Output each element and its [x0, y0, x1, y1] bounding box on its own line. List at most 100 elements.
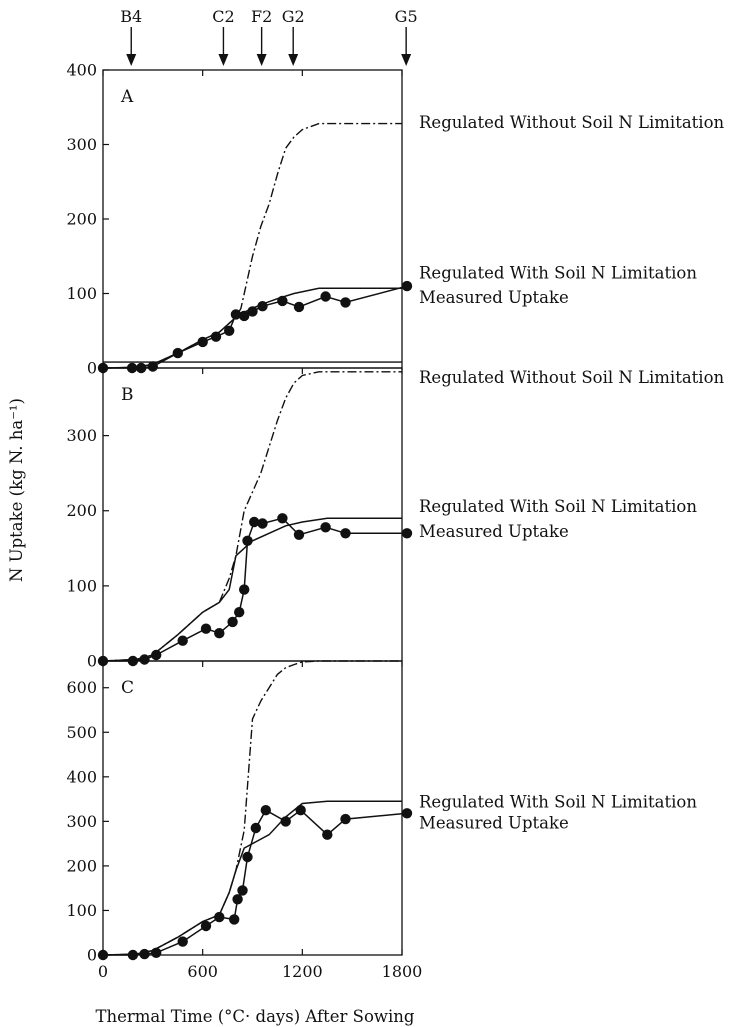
data-point — [177, 635, 188, 646]
y-tick-label: 600 — [66, 678, 97, 697]
data-point — [340, 528, 351, 539]
y-tick-label: 300 — [66, 812, 97, 831]
panel-letter: C — [121, 678, 134, 698]
panel-letter: B — [121, 385, 134, 405]
data-point — [210, 331, 222, 342]
y-tick-label: 0 — [87, 652, 97, 671]
data-point — [249, 516, 260, 528]
arrow-down-icon — [288, 54, 299, 66]
y-axis-title: N Uptake (kg N. ha⁻¹) — [7, 398, 26, 582]
series-annotation: Regulated With Soil N Limitation — [419, 792, 697, 811]
data-point — [340, 813, 351, 825]
data-point — [260, 805, 271, 816]
data-point — [242, 851, 253, 863]
stage-f2: F2 — [251, 7, 272, 66]
data-point — [237, 885, 248, 896]
stage-g5: G5 — [395, 7, 418, 66]
panel-c: C 0 100 200 300 400 500 600 — [66, 660, 413, 965]
series-line-without-limitation — [102, 122, 402, 369]
data-point — [214, 911, 225, 923]
stage-label: G2 — [282, 7, 305, 26]
data-point — [214, 628, 225, 639]
stage-label: G5 — [395, 7, 418, 26]
stage-label: C2 — [212, 7, 234, 26]
series-annotation: Regulated With Soil N Limitation — [419, 497, 697, 516]
data-point — [277, 513, 288, 524]
series-annotation: Measured Uptake — [419, 522, 569, 541]
series-annotations: Regulated Without Soil N Limitation Regul… — [419, 113, 725, 832]
y-tick-label: 0 — [87, 946, 97, 965]
panel-frame — [102, 69, 403, 369]
panel-b: B 0 100 200 300 — [66, 367, 413, 671]
data-point — [401, 280, 413, 292]
series-line-with-limitation — [102, 517, 402, 662]
data-point — [200, 623, 212, 634]
data-point — [247, 306, 258, 317]
data-point — [340, 297, 351, 308]
data-point — [177, 936, 188, 947]
series-line-without-limitation — [102, 660, 402, 956]
stage-label: B4 — [120, 7, 142, 26]
data-point — [250, 822, 261, 834]
data-point — [224, 325, 235, 336]
growth-stage-markers: B4 C2 F2 G2 G5 — [120, 7, 418, 66]
series-line-with-limitation — [102, 287, 402, 369]
data-point — [295, 805, 306, 816]
chart-panels: A 0 100 200 300 400 B 0 100 200 300 C 0 100 200 300 400 5… — [66, 61, 413, 965]
y-tick-label: 200 — [66, 210, 97, 229]
data-point — [257, 301, 268, 312]
data-point — [172, 347, 183, 359]
arrow-down-icon — [401, 54, 412, 66]
data-point — [239, 310, 250, 322]
data-point — [151, 947, 162, 958]
series-line-without-limitation — [102, 371, 402, 662]
y-tick-label: 300 — [66, 135, 97, 154]
panel-letter: A — [120, 87, 134, 107]
y-tick-label: 100 — [66, 576, 97, 595]
stage-b4: B4 — [120, 7, 142, 66]
data-point — [293, 529, 305, 540]
y-tick-label: 100 — [66, 901, 97, 920]
y-tick-label: 100 — [66, 284, 97, 303]
data-point — [234, 607, 245, 618]
data-point — [239, 584, 250, 595]
x-axis: 0 600 1200 1800 — [98, 949, 422, 981]
data-point — [401, 528, 413, 539]
series-annotation: Measured Uptake — [419, 813, 569, 832]
series-annotation: Regulated Without Soil N Limitation — [419, 113, 725, 132]
arrow-down-icon — [218, 54, 229, 66]
y-tick-label: 200 — [66, 501, 97, 520]
x-tick-label: 0 — [98, 962, 108, 981]
data-point — [230, 309, 242, 320]
data-point — [320, 291, 331, 302]
data-point — [151, 649, 162, 661]
stage-g2: G2 — [282, 7, 305, 66]
y-tick-label: 500 — [66, 723, 97, 742]
x-axis-title: Thermal Time (°C· days) After Sowing — [96, 1007, 415, 1026]
series-line-measured — [103, 285, 408, 369]
y-tick-label: 400 — [66, 61, 97, 80]
panel-frame — [102, 660, 403, 956]
data-point — [320, 522, 331, 533]
series-annotation: Regulated With Soil N Limitation — [419, 264, 697, 283]
y-tick-label: 0 — [87, 359, 97, 378]
data-point — [197, 336, 208, 348]
data-point — [127, 949, 139, 961]
data-point — [147, 361, 158, 372]
data-point — [227, 616, 238, 628]
data-point — [257, 518, 268, 529]
arrow-down-icon — [256, 54, 267, 66]
panel-a: A 0 100 200 300 400 — [66, 61, 413, 378]
x-tick-label: 1800 — [382, 962, 423, 981]
stage-label: F2 — [251, 7, 272, 26]
data-point — [280, 816, 291, 827]
stage-c2: C2 — [212, 7, 235, 66]
series-annotation: Regulated Without Soil N Limitation — [419, 368, 725, 387]
data-point — [401, 808, 413, 819]
data-point — [293, 301, 305, 313]
x-tick-label: 600 — [187, 962, 218, 981]
x-tick-label: 1200 — [282, 962, 323, 981]
y-tick-label: 200 — [66, 856, 97, 875]
data-point — [322, 829, 333, 840]
